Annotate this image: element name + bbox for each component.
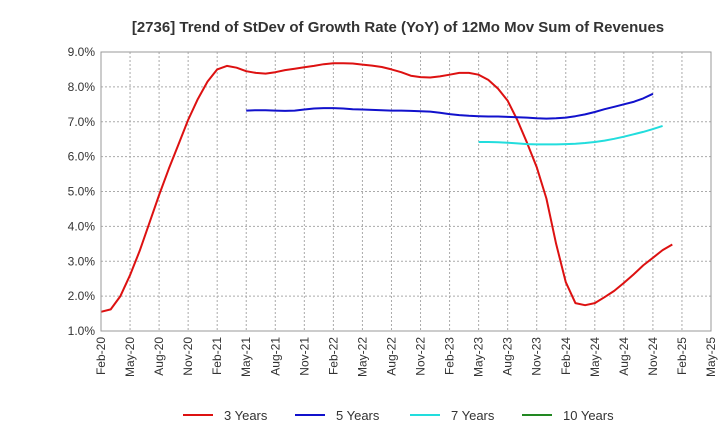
x-tick-label: Aug-20 [152, 337, 166, 376]
y-tick-label: 7.0% [68, 115, 96, 129]
x-axis: Feb-20 May-20 Aug-20 Nov-20 Feb-21 May-21 Aug-… [94, 337, 718, 377]
x-tick-label: Aug-22 [384, 337, 398, 376]
plot-frame [100, 51, 712, 332]
y-tick-label: 5.0% [68, 185, 96, 199]
y-tick-label: 1.0% [68, 324, 96, 338]
series-line-5-years [246, 92, 654, 120]
x-tick-label: Nov-24 [646, 337, 660, 376]
x-tick-label: Feb-23 [443, 337, 457, 375]
x-tick-label: Nov-22 [414, 337, 428, 376]
x-tick-label: Feb-25 [675, 337, 689, 375]
series-line-7-years [478, 124, 663, 146]
legend: 3 Years 5 Years 7 Years 10 Years [183, 408, 614, 423]
x-tick-label: Feb-24 [559, 337, 573, 375]
x-tick-label: May-23 [472, 337, 486, 377]
y-axis: 1.0% 2.0% 3.0% 4.0% 5.0% 6.0% 7.0% 8.0% 9.0% [68, 45, 96, 338]
x-tick-label: Aug-23 [501, 337, 515, 376]
x-tick-label: May-21 [239, 337, 253, 377]
x-tick-label: Nov-21 [297, 337, 311, 376]
x-tick-label: Nov-20 [181, 337, 195, 376]
y-tick-label: 2.0% [68, 289, 96, 303]
y-tick-label: 6.0% [68, 150, 96, 164]
x-tick-label: Feb-22 [326, 337, 340, 375]
x-tick-label: May-22 [355, 337, 369, 377]
x-tick-label: Aug-24 [617, 337, 631, 376]
y-tick-label: 4.0% [68, 219, 96, 233]
x-tick-label: Feb-21 [210, 337, 224, 375]
y-tick-label: 3.0% [68, 254, 96, 268]
chart-title: [2736] Trend of StDev of Growth Rate (Yo… [132, 19, 664, 36]
x-tick-label: May-25 [704, 337, 718, 377]
y-tick-label: 9.0% [68, 45, 96, 59]
legend-label: 7 Years [451, 408, 495, 423]
legend-label: 10 Years [563, 408, 614, 423]
legend-label: 5 Years [336, 408, 380, 423]
y-tick-label: 8.0% [68, 80, 96, 94]
x-tick-label: Nov-23 [530, 337, 544, 376]
series-line-3-years [100, 62, 673, 313]
x-tick-label: Aug-21 [268, 337, 282, 376]
x-tick-label: May-20 [123, 337, 137, 377]
legend-label: 3 Years [224, 408, 268, 423]
series-group [100, 62, 673, 313]
x-tick-label: May-24 [588, 337, 602, 377]
x-tick-label: Feb-20 [94, 337, 108, 375]
